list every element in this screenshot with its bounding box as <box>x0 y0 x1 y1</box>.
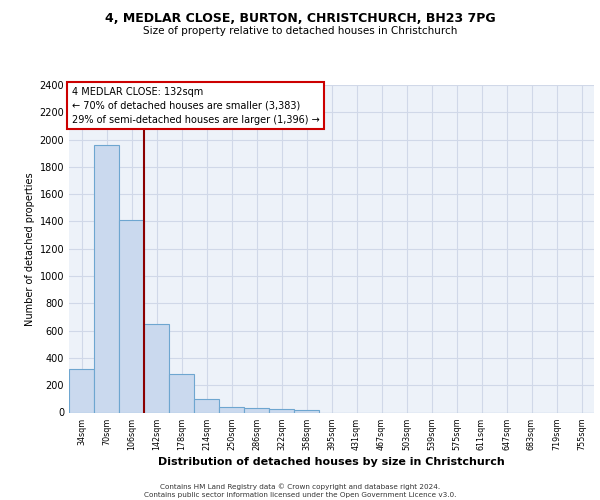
Bar <box>194 399 219 412</box>
Text: 4, MEDLAR CLOSE, BURTON, CHRISTCHURCH, BH23 7PG: 4, MEDLAR CLOSE, BURTON, CHRISTCHURCH, B… <box>104 12 496 26</box>
Bar <box>94 145 119 412</box>
Bar <box>294 410 319 412</box>
Text: Contains HM Land Registry data © Crown copyright and database right 2024.
Contai: Contains HM Land Registry data © Crown c… <box>144 484 456 498</box>
Bar <box>119 220 144 412</box>
Bar <box>144 324 169 412</box>
Bar <box>219 407 244 412</box>
Bar <box>169 374 194 412</box>
Y-axis label: Number of detached properties: Number of detached properties <box>25 172 35 326</box>
X-axis label: Distribution of detached houses by size in Christchurch: Distribution of detached houses by size … <box>158 457 505 467</box>
Text: 4 MEDLAR CLOSE: 132sqm
← 70% of detached houses are smaller (3,383)
29% of semi-: 4 MEDLAR CLOSE: 132sqm ← 70% of detached… <box>71 86 319 124</box>
Bar <box>69 369 94 412</box>
Text: Size of property relative to detached houses in Christchurch: Size of property relative to detached ho… <box>143 26 457 36</box>
Bar <box>244 408 269 412</box>
Bar <box>269 409 294 412</box>
